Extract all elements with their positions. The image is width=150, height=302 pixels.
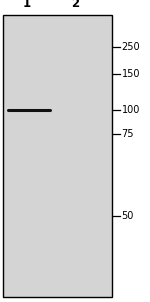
Text: 2: 2: [71, 0, 79, 10]
Bar: [3, 15, 112, 297]
Text: 100: 100: [122, 105, 140, 115]
Text: 150: 150: [122, 69, 140, 79]
Text: 50: 50: [122, 211, 134, 221]
Text: 75: 75: [122, 129, 134, 140]
Text: 250: 250: [122, 42, 140, 52]
Text: 1: 1: [23, 0, 31, 10]
